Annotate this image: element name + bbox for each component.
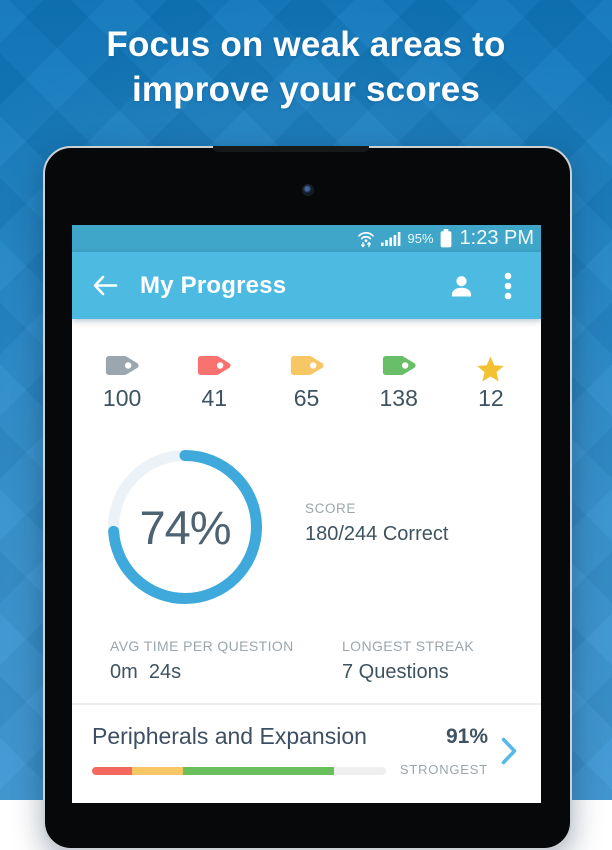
score-ring-progress (108, 450, 262, 604)
person-icon (449, 274, 474, 298)
overflow-menu-button[interactable] (504, 272, 512, 300)
metric-value: 0m 24s (110, 661, 182, 683)
front-camera (302, 184, 314, 196)
app-bar: My Progress (72, 252, 541, 319)
battery-icon (440, 229, 452, 248)
profile-button[interactable] (449, 274, 474, 298)
speaker-slit (213, 146, 369, 152)
tag-stat-value: 100 (102, 385, 142, 411)
gray-tag-icon (104, 355, 140, 385)
topic-title: Peripherals and Expansion (92, 723, 367, 749)
topic-bar-segment (183, 767, 334, 775)
metric-label: LONGEST STREAK (342, 638, 475, 654)
metric-value: 7 Questions (342, 661, 449, 683)
tag-stats-row: 100 41 (76, 355, 537, 410)
promo-headline-line1: Focus on weak areas to (106, 25, 506, 64)
section-divider (72, 703, 541, 705)
signal-icon (381, 231, 401, 246)
metric-longest-streak: LONGEST STREAK 7 Questions (342, 638, 474, 684)
score-block: SCORE 180/244 Correct (305, 501, 448, 546)
tag-stat-green[interactable]: 138 (353, 355, 445, 410)
tag-stat-value: 65 (293, 385, 320, 411)
tag-stat-red[interactable]: 41 (168, 355, 260, 410)
page-title: My Progress (140, 271, 287, 299)
yellow-tag-icon (289, 355, 325, 385)
tag-stat-gray[interactable]: 100 (76, 355, 168, 410)
star-icon (476, 355, 505, 385)
tag-stat-starred[interactable]: 12 (445, 355, 537, 410)
metric-label: AVG TIME PER QUESTION (110, 638, 294, 654)
topic-percent: 91% (445, 725, 488, 748)
topic-row-peripherals[interactable]: Peripherals and Expansion 91% STRONGEST (72, 705, 541, 803)
back-button[interactable] (92, 275, 118, 296)
overflow-dots-icon (504, 272, 512, 300)
arrow-left-icon (92, 275, 118, 296)
topic-strength-badge: STRONGEST (399, 762, 488, 777)
promo-headline-line2: improve your scores (131, 70, 481, 109)
score-detail: 180/244 Correct (305, 523, 449, 545)
red-tag-icon (196, 355, 232, 385)
tag-stat-value: 41 (201, 385, 228, 411)
topic-bar-segment (92, 767, 133, 775)
clock: 1:23 PM (459, 227, 534, 249)
promo-headline: Focus on weak areas to improve your scor… (0, 22, 612, 112)
tablet-frame: 95% 1:23 PM (43, 146, 572, 850)
green-tag-icon (381, 355, 417, 385)
score-label: SCORE (305, 501, 357, 516)
topic-progress-bar (92, 767, 386, 775)
tag-stat-value: 12 (478, 385, 504, 411)
chevron-right-icon[interactable] (501, 737, 518, 770)
wifi-icon (357, 230, 375, 248)
score-ring: 74% (108, 450, 262, 604)
battery-percent: 95% (407, 231, 434, 246)
topic-bar-segment (132, 767, 184, 775)
tag-stat-yellow[interactable]: 65 (260, 355, 352, 410)
score-percent: 74% (139, 500, 231, 554)
metric-avg-time: AVG TIME PER QUESTION 0m 24s (110, 638, 294, 684)
tag-stat-value: 138 (379, 385, 418, 411)
progress-content: 100 41 (72, 319, 541, 803)
status-bar: 95% 1:23 PM (72, 225, 541, 252)
device-screen: 95% 1:23 PM (72, 225, 541, 803)
